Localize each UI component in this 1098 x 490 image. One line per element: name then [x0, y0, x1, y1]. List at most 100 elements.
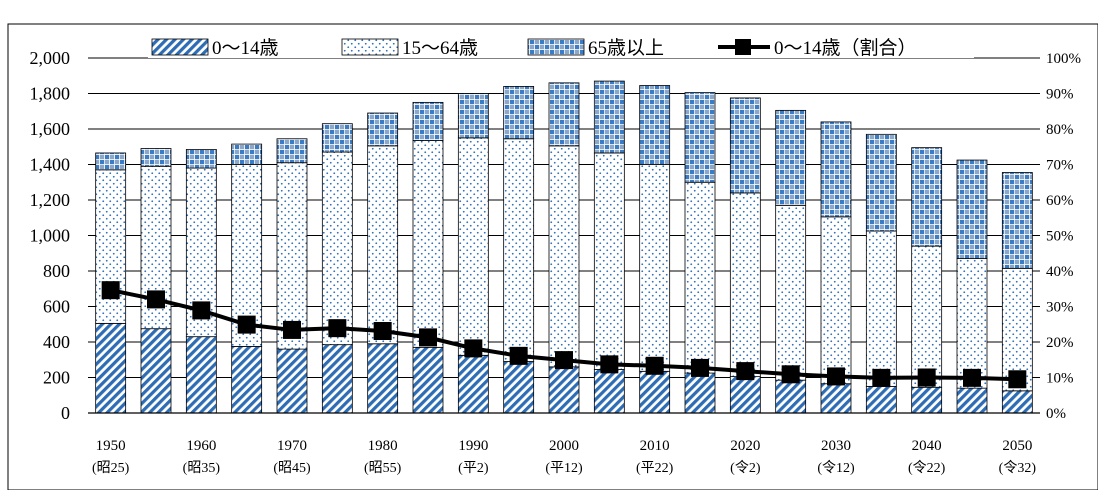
bar-segment: [457, 354, 489, 414]
x-tick-era: (平22): [636, 461, 674, 476]
bar-segment: [457, 137, 489, 356]
bar-segment: [865, 133, 897, 232]
bar-segment: [457, 93, 489, 139]
bar-segment: [231, 143, 263, 165]
ratio-marker: [464, 339, 483, 358]
x-tick-era: (昭35): [183, 461, 221, 476]
bar-segment: [231, 346, 263, 414]
legend-swatch: [527, 38, 585, 56]
bar-segment: [95, 169, 127, 324]
y2-tick-label: 20%: [1046, 335, 1074, 351]
ratio-marker: [917, 368, 936, 387]
bar-segment: [729, 376, 761, 414]
bar-segment: [956, 159, 988, 259]
bar-segment: [548, 145, 580, 368]
bar-segment: [775, 379, 807, 414]
ratio-marker: [101, 281, 120, 300]
y-tick-label: 1,400: [30, 155, 71, 175]
bar-segment: [1001, 172, 1033, 269]
legend: 0～14歳 15～64歳 65歳以上 0～14歳（割合）: [148, 32, 974, 59]
ratio-marker: [283, 320, 301, 339]
ratio-marker: [1008, 370, 1027, 389]
x-tick-year: 2050: [1002, 438, 1032, 454]
ratio-marker: [192, 301, 211, 320]
bar-segment: [684, 372, 716, 414]
bar-segment: [729, 192, 761, 378]
bar-segment: [911, 386, 943, 414]
bar-segment: [639, 370, 671, 414]
x-tick-year: 1960: [186, 438, 216, 454]
y2-tick-label: 50%: [1046, 229, 1074, 245]
x-tick-era: (平2): [458, 461, 489, 476]
bar-segment: [639, 85, 671, 165]
bar-segment: [95, 152, 127, 171]
y2-tick-label: 70%: [1046, 158, 1074, 174]
bar-segment: [593, 80, 625, 154]
bar-segment: [775, 109, 807, 206]
bar-segment: [185, 336, 217, 414]
x-tick-era: (令22): [908, 460, 946, 476]
bar-segment: [775, 204, 807, 381]
bar-segment: [684, 181, 716, 374]
y-tick-label: 1,200: [30, 190, 71, 210]
bar-segment: [911, 245, 943, 388]
y2-tick-label: 80%: [1046, 122, 1074, 138]
bar-segment: [503, 138, 535, 362]
ratio-marker: [645, 356, 664, 375]
legend-label: 0～14歳（割合）: [774, 37, 917, 59]
bar-segment: [593, 369, 625, 414]
legend-label: 15～64歳: [402, 37, 478, 59]
bar-segment: [865, 385, 897, 414]
ratio-marker: [827, 367, 845, 386]
x-tick-year: 1990: [458, 438, 488, 454]
x-tick-year: 2030: [821, 438, 851, 454]
bar-segment: [956, 258, 988, 389]
y2-tick-label: 60%: [1046, 193, 1074, 209]
x-tick-year: 2040: [912, 438, 942, 454]
legend-label: 0～14歳: [212, 37, 279, 59]
y2-tick-label: 10%: [1046, 371, 1074, 387]
bar-segment: [412, 140, 444, 348]
x-tick-year: 1970: [277, 438, 307, 454]
axis-layer: 0 200 400 600 800 1,000 1,200 1,400 1,600 1,800 2,…: [30, 48, 1082, 476]
y-tick-label: 1,000: [30, 226, 71, 246]
bar-segment: [276, 162, 308, 350]
x-tick-era: (令32): [999, 460, 1037, 476]
y-tick-label: 800: [43, 261, 70, 281]
bar-segment: [1001, 390, 1033, 414]
bar-segment: [911, 147, 943, 247]
legend-swatch: [151, 38, 209, 56]
bar-segment: [140, 328, 172, 414]
line-layer: [101, 281, 1027, 389]
chart-border: [7, 23, 1098, 490]
y-tick-label: 1,600: [30, 119, 71, 139]
bar-segment: [956, 387, 988, 414]
bar-segment: [321, 151, 353, 346]
bar-segment: [684, 92, 716, 183]
y2-tick-label: 30%: [1046, 300, 1074, 316]
bar-segment: [593, 152, 625, 370]
bar-segment: [412, 346, 444, 414]
ratio-marker: [419, 328, 437, 347]
ratio-marker: [555, 351, 573, 370]
ratio-marker: [600, 355, 619, 374]
ratio-marker: [328, 319, 347, 338]
bar-segment: [503, 86, 535, 140]
x-tick-era: (昭55): [364, 461, 402, 476]
y2-tick-label: 0%: [1046, 406, 1066, 422]
bar-segment: [321, 344, 353, 414]
bar-segment: [820, 383, 852, 414]
bar-segment: [503, 361, 535, 414]
bar-segment: [367, 343, 399, 414]
bar-segment: [367, 145, 399, 345]
bar-segment: [548, 82, 580, 147]
ratio-marker: [237, 315, 256, 334]
ratio-marker: [963, 368, 981, 387]
bar-segment: [140, 148, 172, 167]
x-tick-year: 1950: [96, 438, 126, 454]
y-tick-label: 1,800: [30, 84, 71, 104]
bar-segment: [639, 164, 671, 372]
bar-segment: [185, 149, 217, 169]
x-tick-year: 2000: [549, 438, 579, 454]
